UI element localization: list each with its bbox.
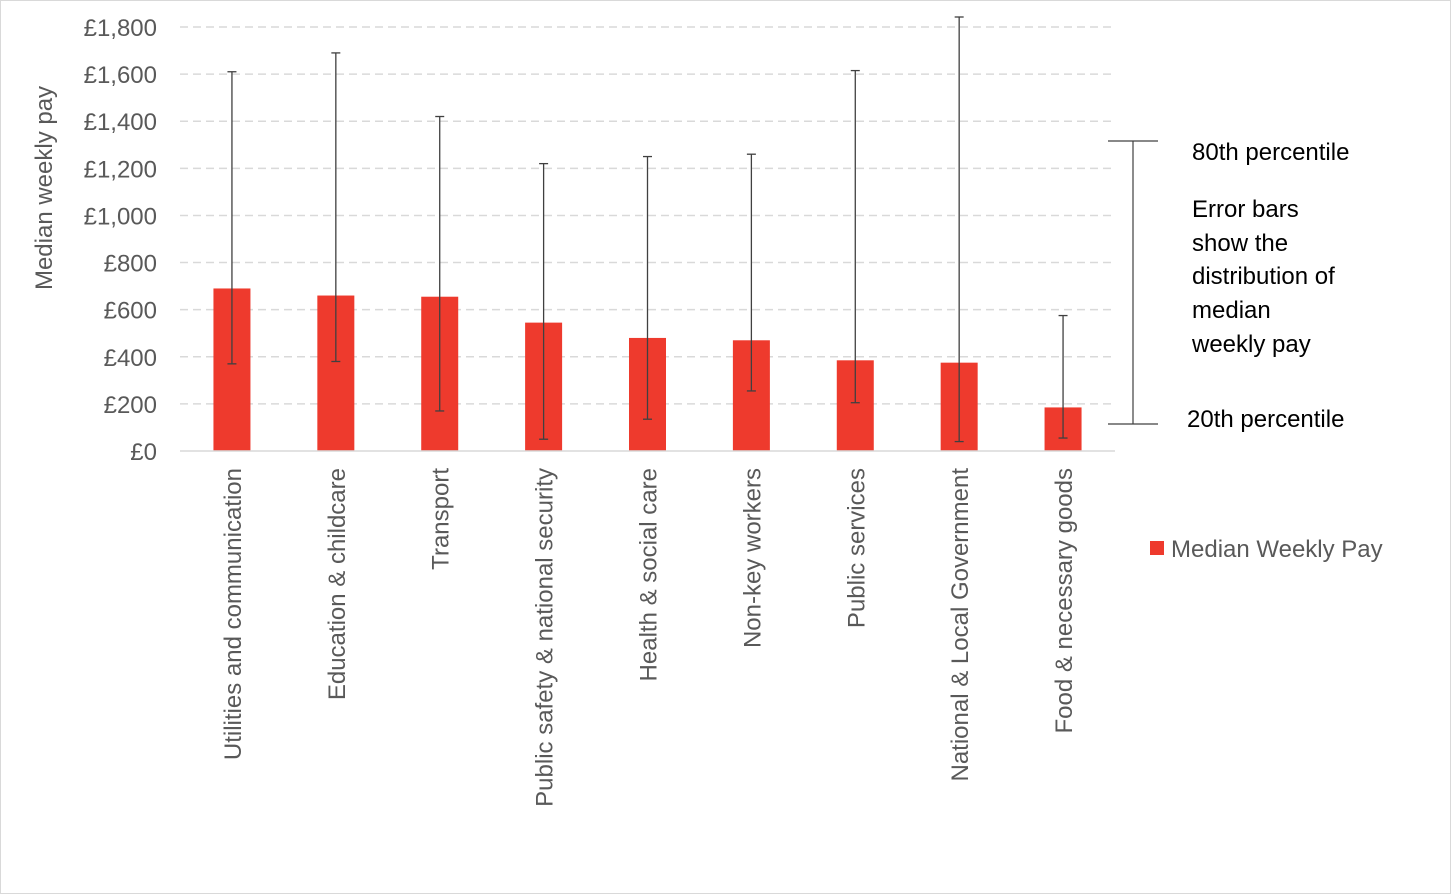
category-label: Transport [428,468,455,570]
legend: Median Weekly Pay [1150,536,1383,563]
y-axis-title: Median weekly pay [31,86,58,290]
key-bottom-label: 20th percentile [1187,406,1344,433]
key-middle-line-4: median [1192,297,1271,324]
category-label: Health & social care [636,468,663,681]
y-tick-label: £1,800 [84,15,157,42]
category-label: National & Local Government [947,468,974,782]
category-label: Utilities and communication [220,468,247,760]
legend-label: Median Weekly Pay [1171,536,1383,563]
y-tick-label: £1,000 [84,203,157,230]
error-bar-layer [227,16,1068,443]
y-tick-label: £0 [130,439,157,466]
category-label: Education & childcare [324,468,351,700]
category-labels: Utilities and communication Education & c… [220,468,1078,807]
y-axis-ticks: £0 £200 £400 £600 £800 £1,000 £1,200 £1,400 £1,6… [84,15,157,466]
y-tick-label: £600 [104,298,157,325]
key-middle-line-1: Error bars [1192,196,1299,223]
error-bar-key: 80th percentile Error bars show the dist… [1108,139,1349,433]
category-label: Food & necessary goods [1051,468,1078,734]
legend-swatch [1150,541,1164,555]
category-label: Non-key workers [739,468,766,648]
y-tick-label: £1,400 [84,109,157,136]
key-middle-line-3: distribution of [1192,263,1335,290]
key-middle-line-5: weekly pay [1191,331,1311,358]
category-label: Public safety & national security [532,468,559,807]
y-tick-label: £1,600 [84,62,157,89]
key-middle-line-2: show the [1192,230,1288,257]
category-label: Public services [843,468,870,628]
key-top-label: 80th percentile [1192,139,1349,166]
y-tick-label: £800 [104,251,157,278]
y-tick-label: £400 [104,345,157,372]
y-tick-label: £1,200 [84,156,157,183]
y-tick-label: £200 [104,392,157,419]
